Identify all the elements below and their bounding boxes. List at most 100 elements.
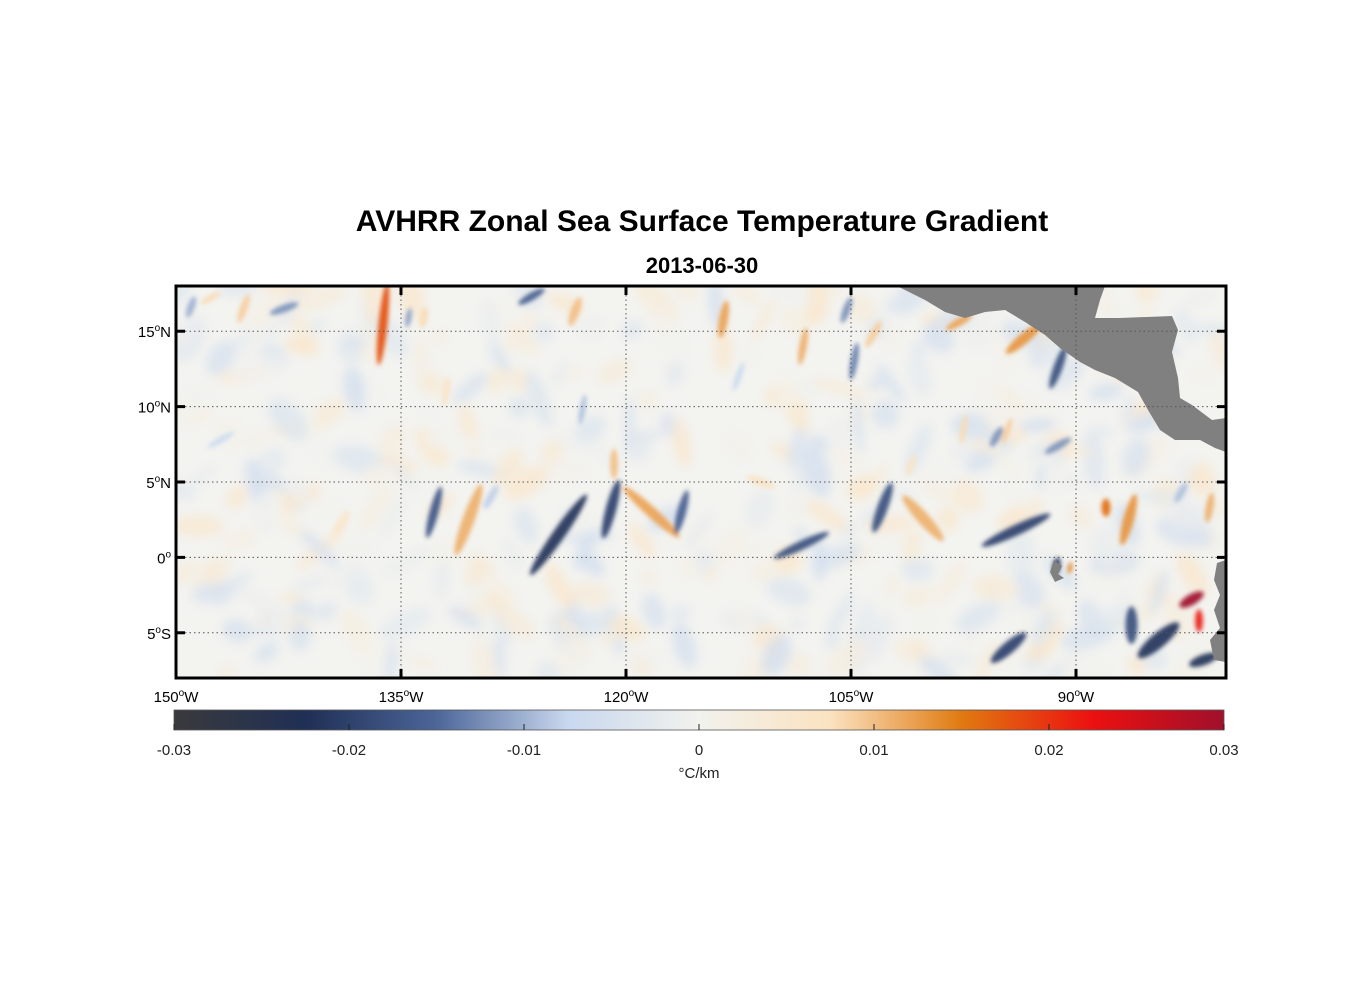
colorbar-tick-label: 0.03 xyxy=(1209,742,1238,759)
cold-gradient-feature xyxy=(732,362,745,391)
texture-blob xyxy=(514,507,538,544)
texture-blob xyxy=(812,379,865,397)
texture-blob xyxy=(937,506,959,532)
texture-blob xyxy=(257,606,287,634)
cold-gradient-feature xyxy=(840,297,853,323)
cold-gradient-feature xyxy=(774,531,829,559)
texture-blob xyxy=(741,538,773,558)
texture-blob xyxy=(908,353,931,396)
texture-blob xyxy=(506,323,539,357)
lon-tick-label: 120oW xyxy=(604,688,650,706)
texture-blob xyxy=(493,447,523,488)
texture-blob xyxy=(293,286,348,312)
land-central-america xyxy=(897,286,1226,452)
lat-tick-label: 10oN xyxy=(138,399,171,417)
texture-blob xyxy=(702,566,718,582)
texture-blob xyxy=(816,544,862,569)
texture-blob xyxy=(903,586,934,607)
texture-blob xyxy=(681,292,704,311)
texture-blob xyxy=(540,440,564,465)
texture-blob xyxy=(865,613,893,661)
texture-blob xyxy=(902,529,922,562)
texture-blob xyxy=(889,576,898,593)
texture-blob xyxy=(566,366,584,379)
texture-blob xyxy=(493,637,506,678)
texture-blob xyxy=(826,592,855,638)
lon-tick-label: 90oW xyxy=(1058,688,1095,706)
texture-blob xyxy=(1188,467,1217,496)
warm-gradient-feature xyxy=(798,327,808,365)
texture-blob xyxy=(290,574,329,593)
texture-blob xyxy=(970,575,1020,600)
texture-blob xyxy=(502,540,523,569)
warm-gradient-feature xyxy=(1101,498,1111,517)
cold-gradient-feature xyxy=(1049,346,1067,389)
warm-gradient-feature xyxy=(441,376,451,407)
texture-blob xyxy=(338,534,377,563)
cold-gradient-feature xyxy=(405,308,412,328)
texture-blob xyxy=(659,412,676,438)
warm-gradient-feature xyxy=(376,286,390,365)
texture-blob xyxy=(504,466,549,500)
cold-gradient-feature xyxy=(674,490,689,535)
warm-gradient-feature xyxy=(1204,492,1215,523)
warm-gradient-feature xyxy=(200,291,221,305)
texture-blob xyxy=(569,581,611,608)
warm-gradient-feature xyxy=(1179,591,1204,608)
texture-blob xyxy=(877,585,894,606)
texture-blob xyxy=(766,576,812,606)
texture-blob xyxy=(1013,572,1045,609)
cold-gradient-feature xyxy=(1125,606,1138,645)
texture-blob xyxy=(767,286,821,306)
cold-gradient-feature xyxy=(518,288,545,305)
texture-blob xyxy=(1122,395,1136,434)
texture-blob xyxy=(226,352,283,381)
texture-blob xyxy=(883,485,920,503)
gradient-features xyxy=(185,286,1218,668)
texture-blob xyxy=(288,622,311,651)
texture-blob xyxy=(425,536,465,566)
warm-gradient-feature xyxy=(1195,609,1203,633)
texture-blob xyxy=(1180,638,1200,659)
texture-blob xyxy=(212,585,230,606)
texture-blob xyxy=(671,622,697,668)
texture-blob xyxy=(918,480,961,504)
warm-gradient-feature xyxy=(623,486,680,538)
cold-gradient-feature xyxy=(1137,622,1180,659)
texture-blob xyxy=(224,430,276,451)
colorbar-tick-label: -0.02 xyxy=(332,742,366,759)
texture-blob xyxy=(341,608,374,656)
colorbar-label: °C/km xyxy=(679,765,720,782)
lon-tick-label: 150oW xyxy=(154,688,200,706)
texture-blob xyxy=(408,655,438,671)
warm-gradient-feature xyxy=(332,510,350,538)
cold-gradient-feature xyxy=(578,394,587,425)
texture-blob xyxy=(304,501,348,517)
texture-blob xyxy=(176,465,216,501)
texture-blob xyxy=(847,474,877,501)
texture-blob xyxy=(379,608,431,640)
texture-blob xyxy=(670,606,691,621)
texture-blob xyxy=(1163,573,1184,584)
texture-blob xyxy=(269,488,306,507)
texture-blob xyxy=(713,533,740,568)
colorbar-tick-label: 0.02 xyxy=(1034,742,1063,759)
texture-blob xyxy=(315,601,337,621)
land-mask xyxy=(897,286,1226,662)
texture-blob xyxy=(367,311,409,357)
texture-blob xyxy=(784,492,810,514)
texture-blob xyxy=(1176,552,1209,596)
texture-blob xyxy=(774,372,801,406)
texture-blob xyxy=(259,447,286,472)
texture-blob xyxy=(751,297,776,342)
texture-blob xyxy=(642,593,666,630)
texture-blob xyxy=(911,339,927,358)
texture-blob xyxy=(539,460,591,480)
texture-blob xyxy=(804,499,848,531)
texture-blob xyxy=(746,490,774,528)
texture-blob xyxy=(632,654,665,665)
warm-gradient-feature xyxy=(610,448,618,479)
cold-gradient-feature xyxy=(872,482,893,533)
texture-blob xyxy=(1116,587,1132,608)
